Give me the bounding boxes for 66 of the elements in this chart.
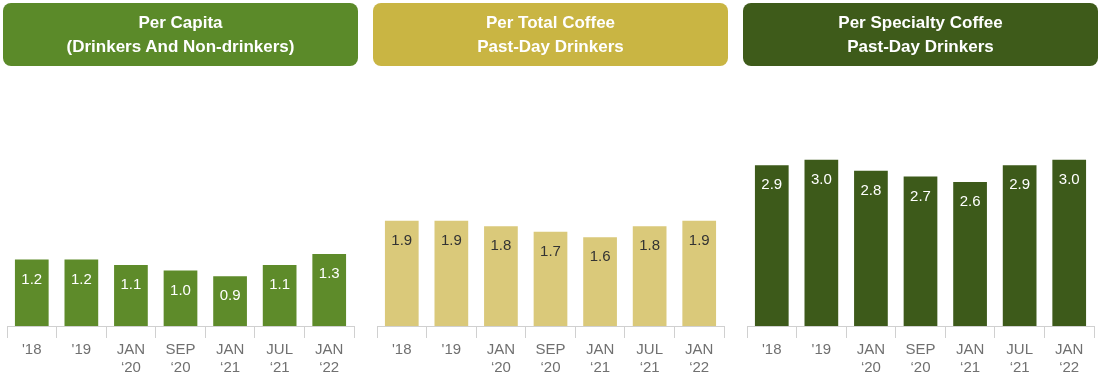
bar xyxy=(163,270,198,326)
x-tick-label: '19 xyxy=(441,340,462,358)
x-tick-label: '19 xyxy=(71,340,92,358)
x-tick-label: JAN ‘21 xyxy=(955,340,985,376)
x-tick-label: '18 xyxy=(762,340,782,358)
data-label: 2.9 xyxy=(761,175,783,193)
bar xyxy=(384,220,419,326)
bar xyxy=(484,226,518,326)
bar xyxy=(262,265,297,326)
data-label: 2.7 xyxy=(910,186,931,204)
data-label: 1.1 xyxy=(120,275,142,293)
x-tick-label: '18 xyxy=(392,340,412,358)
chart-title: Per Specialty Coffee Past-Day Drinkers xyxy=(743,3,1098,66)
data-label: 1.2 xyxy=(21,269,43,287)
bar xyxy=(1002,165,1037,326)
data-label: 1.8 xyxy=(639,236,661,254)
bar xyxy=(953,181,987,326)
bar xyxy=(533,231,568,326)
x-tick-label: JUL ‘21 xyxy=(266,340,293,376)
data-label: 1.9 xyxy=(688,230,710,248)
data-label: 3.0 xyxy=(1058,169,1080,187)
bar xyxy=(903,176,938,326)
x-tick-label: '18 xyxy=(22,340,42,358)
bar xyxy=(632,226,667,326)
data-label: 1.8 xyxy=(490,236,512,254)
bar xyxy=(1052,159,1087,326)
x-tick-label: SEP ‘20 xyxy=(905,340,936,376)
bar xyxy=(312,253,347,326)
x-tick-label: JAN ‘22 xyxy=(1055,340,1084,376)
x-tick-label: JAN ‘20 xyxy=(116,340,146,376)
chart-title: Per Total Coffee Past-Day Drinkers xyxy=(373,3,728,66)
data-label: 1.0 xyxy=(170,280,191,298)
data-label: 1.9 xyxy=(440,230,462,248)
bar xyxy=(14,259,49,326)
x-tick-label: SEP ‘20 xyxy=(535,340,566,376)
data-label: 0.9 xyxy=(219,286,241,304)
x-tick-label: SEP ‘20 xyxy=(165,340,196,376)
x-tick-label: JAN ‘20 xyxy=(486,340,516,376)
chart-title: Per Capita (Drinkers And Non-drinkers) xyxy=(3,3,358,66)
x-tick-label: JAN ‘22 xyxy=(685,340,714,376)
x-tick-label: JAN ‘20 xyxy=(856,340,886,376)
x-tick-label: '19 xyxy=(811,340,832,358)
data-label: 1.3 xyxy=(318,264,340,282)
x-tick-label: JUL ‘21 xyxy=(636,340,663,376)
bar xyxy=(682,220,717,326)
data-label: 1.7 xyxy=(540,241,561,259)
x-tick-label: JUL ‘21 xyxy=(1006,340,1033,376)
x-tick-label: JAN ‘22 xyxy=(315,340,344,376)
data-label: 3.0 xyxy=(810,169,832,187)
bar xyxy=(64,259,99,326)
x-tick-label: JAN ‘21 xyxy=(585,340,615,376)
data-label: 2.9 xyxy=(1009,175,1031,193)
bar xyxy=(754,165,789,326)
data-label: 1.1 xyxy=(269,275,291,293)
data-label: 1.2 xyxy=(70,269,92,287)
data-label: 1.9 xyxy=(391,230,413,248)
data-label: 2.8 xyxy=(860,181,882,199)
bar xyxy=(583,237,617,326)
data-label: 1.6 xyxy=(589,247,611,265)
bar xyxy=(854,170,888,326)
bar xyxy=(804,159,839,326)
bar xyxy=(213,276,247,326)
data-label: 2.6 xyxy=(959,192,981,210)
bar xyxy=(434,220,469,326)
bar xyxy=(114,265,148,326)
x-tick-label: JAN ‘21 xyxy=(215,340,245,376)
